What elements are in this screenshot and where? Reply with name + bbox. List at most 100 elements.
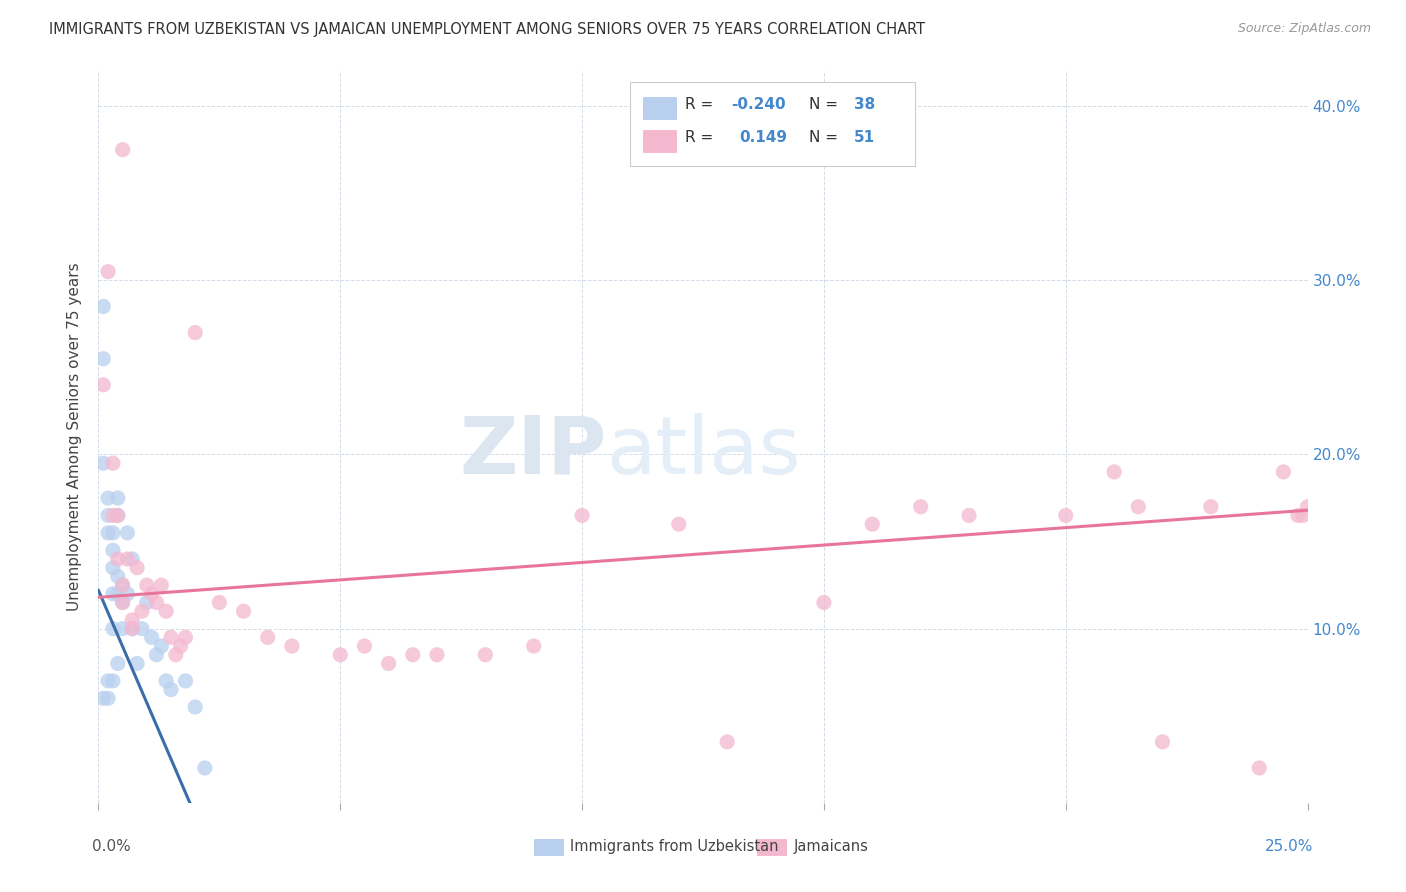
Point bbox=[101, 673, 124, 688]
Point bbox=[91, 691, 114, 706]
Point bbox=[111, 595, 134, 609]
Point bbox=[117, 525, 139, 540]
Text: IMMIGRANTS FROM UZBEKISTAN VS JAMAICAN UNEMPLOYMENT AMONG SENIORS OVER 75 YEARS : IMMIGRANTS FROM UZBEKISTAN VS JAMAICAN U… bbox=[49, 22, 925, 37]
Point bbox=[150, 639, 173, 653]
Text: R =: R = bbox=[685, 129, 718, 145]
Point bbox=[121, 622, 143, 636]
Point bbox=[1128, 500, 1150, 514]
Point bbox=[232, 604, 254, 618]
Point bbox=[117, 552, 139, 566]
Point bbox=[165, 648, 187, 662]
Point bbox=[910, 500, 932, 514]
Text: Source: ZipAtlas.com: Source: ZipAtlas.com bbox=[1237, 22, 1371, 36]
Text: ZIP: ZIP bbox=[458, 413, 606, 491]
Point bbox=[141, 587, 163, 601]
Point bbox=[101, 543, 124, 558]
Point bbox=[91, 300, 114, 314]
Point bbox=[150, 578, 173, 592]
Point bbox=[141, 631, 163, 645]
Text: 38: 38 bbox=[855, 96, 876, 112]
Text: 0.0%: 0.0% bbox=[93, 839, 131, 855]
Point bbox=[111, 578, 134, 592]
Point bbox=[860, 517, 883, 532]
Point bbox=[1296, 500, 1319, 514]
Point bbox=[169, 639, 191, 653]
Bar bbox=[643, 130, 676, 152]
Point bbox=[135, 595, 157, 609]
Point bbox=[174, 673, 197, 688]
Text: 51: 51 bbox=[855, 129, 876, 145]
Point bbox=[1249, 761, 1271, 775]
Point bbox=[208, 595, 231, 609]
Point bbox=[97, 673, 120, 688]
Point bbox=[523, 639, 546, 653]
Point bbox=[184, 326, 207, 340]
Point bbox=[101, 587, 124, 601]
Text: 0.149: 0.149 bbox=[740, 129, 787, 145]
Point bbox=[91, 377, 114, 392]
Point bbox=[117, 587, 139, 601]
Point bbox=[329, 648, 352, 662]
Y-axis label: Unemployment Among Seniors over 75 years: Unemployment Among Seniors over 75 years bbox=[67, 263, 83, 611]
Point bbox=[155, 673, 177, 688]
Text: R =: R = bbox=[685, 96, 718, 112]
Point bbox=[571, 508, 593, 523]
Point bbox=[256, 631, 278, 645]
Point bbox=[101, 525, 124, 540]
Point bbox=[1272, 465, 1295, 479]
Point bbox=[194, 761, 217, 775]
Point bbox=[107, 508, 129, 523]
Bar bbox=[758, 839, 786, 855]
Bar bbox=[534, 839, 562, 855]
Text: N =: N = bbox=[810, 96, 844, 112]
Point bbox=[111, 143, 134, 157]
Point bbox=[716, 735, 738, 749]
Point bbox=[101, 456, 124, 470]
Point bbox=[184, 700, 207, 714]
Point bbox=[1054, 508, 1077, 523]
Point bbox=[145, 648, 167, 662]
Point bbox=[97, 691, 120, 706]
Point bbox=[957, 508, 980, 523]
Bar bbox=[643, 97, 676, 119]
Point bbox=[107, 587, 129, 601]
Point bbox=[97, 508, 120, 523]
Text: 25.0%: 25.0% bbox=[1265, 839, 1313, 855]
Point bbox=[111, 595, 134, 609]
Point bbox=[160, 631, 183, 645]
Point bbox=[1286, 508, 1309, 523]
Point bbox=[402, 648, 425, 662]
Point bbox=[813, 595, 835, 609]
Point bbox=[377, 657, 399, 671]
Point bbox=[160, 682, 183, 697]
Point bbox=[281, 639, 304, 653]
Point bbox=[107, 569, 129, 583]
Point bbox=[353, 639, 375, 653]
Point bbox=[91, 351, 114, 366]
Point bbox=[97, 525, 120, 540]
Point bbox=[121, 552, 143, 566]
Point bbox=[131, 604, 153, 618]
Point bbox=[127, 560, 149, 574]
Point bbox=[174, 631, 197, 645]
Point bbox=[107, 508, 129, 523]
Point bbox=[107, 552, 129, 566]
Point bbox=[426, 648, 449, 662]
Text: -0.240: -0.240 bbox=[731, 96, 786, 112]
Point bbox=[1152, 735, 1174, 749]
Point bbox=[111, 578, 134, 592]
Point bbox=[127, 657, 149, 671]
Text: Jamaicans: Jamaicans bbox=[793, 839, 869, 855]
Point bbox=[474, 648, 496, 662]
Point bbox=[1102, 465, 1125, 479]
Point bbox=[121, 622, 143, 636]
Point bbox=[101, 622, 124, 636]
Point bbox=[121, 613, 143, 627]
Point bbox=[668, 517, 690, 532]
Point bbox=[107, 491, 129, 505]
Point bbox=[111, 622, 134, 636]
Point bbox=[155, 604, 177, 618]
Point bbox=[91, 456, 114, 470]
Point bbox=[97, 491, 120, 505]
Text: atlas: atlas bbox=[606, 413, 800, 491]
